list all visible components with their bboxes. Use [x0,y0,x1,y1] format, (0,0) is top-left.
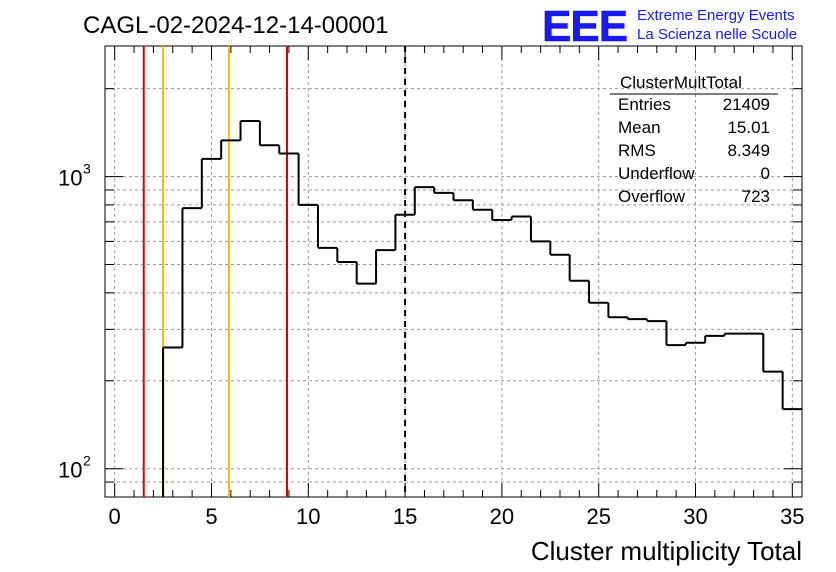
stats-value-rms: 8.349 [727,141,770,160]
x-tick-label: 5 [205,504,217,529]
eee-logo-line2: La Scienza nelle Scuole [637,26,797,43]
stats-box-name: ClusterMultTotal [620,73,742,92]
x-tick-label: 0 [109,504,121,529]
x-tick-label: 20 [490,504,514,529]
y-tick-label-base: 10 [58,458,82,483]
x-tick-label: 10 [296,504,320,529]
x-axis-title: Cluster multiplicity Total [531,536,802,566]
stats-value-overflow: 723 [742,187,770,206]
stats-label-entries: Entries [618,95,671,114]
stats-label-mean: Mean [618,118,661,137]
stats-value-entries: 21409 [723,95,770,114]
eee-logo-line1: Extreme Energy Events [637,7,795,24]
stats-value-mean: 15.01 [727,118,770,137]
histogram-bins [162,120,802,497]
plot-grid [105,46,802,497]
stats-box: ClusterMultTotal Entries 21409 Mean 15.0… [610,73,778,206]
chart-title: CAGL-02-2024-12-14-00001 [83,12,389,39]
x-tick-label: 30 [683,504,707,529]
x-tick-label: 25 [586,504,610,529]
stats-label-underflow: Underflow [618,164,695,183]
stats-value-underflow: 0 [761,164,770,183]
eee-logo: EEE Extreme Energy Events La Scienza nel… [542,2,797,52]
y-tick-label-exponent: 2 [83,453,91,469]
stats-label-rms: RMS [618,141,656,160]
eee-logo-text: EEE [542,2,627,51]
x-tick-label: 35 [780,504,804,529]
stats-label-overflow: Overflow [618,187,686,206]
y-tick-label-exponent: 3 [83,161,91,177]
x-tick-label: 15 [393,504,417,529]
y-tick-label-base: 10 [58,166,82,191]
plot-frame [104,45,803,498]
